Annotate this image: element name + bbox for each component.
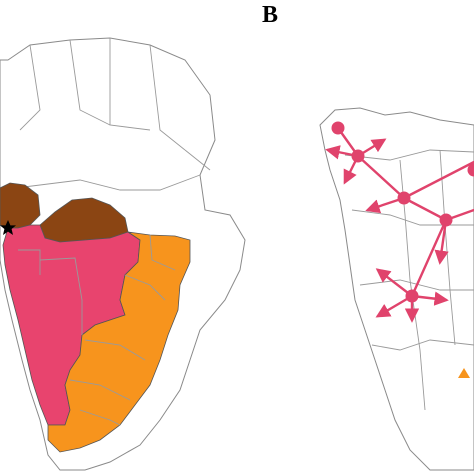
border-north-1 bbox=[19, 44, 41, 131]
region-east-southern-orange bbox=[47, 231, 191, 453]
route-node-n1 bbox=[331, 121, 345, 135]
border-north-2 bbox=[69, 39, 111, 126]
star-icon bbox=[0, 220, 16, 235]
route-n3-east bbox=[402, 160, 474, 200]
border-east-1 bbox=[184, 149, 211, 171]
route-node-n2 bbox=[351, 149, 365, 163]
route-n4-n5 bbox=[410, 218, 448, 298]
border-inner-5 bbox=[18, 249, 41, 275]
route-group bbox=[325, 126, 474, 323]
border-right-1 bbox=[344, 149, 474, 161]
orange-triangle-marker bbox=[458, 368, 470, 378]
border-inner-4 bbox=[69, 379, 131, 401]
africa-outline-right bbox=[319, 107, 474, 471]
border-inner-1 bbox=[39, 257, 83, 335]
route-node-n4 bbox=[439, 213, 453, 227]
border-inner-7 bbox=[79, 409, 121, 426]
route-n3-n4 bbox=[402, 196, 448, 222]
route-n2-n3 bbox=[356, 154, 406, 200]
border-north-4 bbox=[149, 44, 186, 151]
route-n4-down bbox=[434, 218, 449, 265]
border-inner-6 bbox=[149, 234, 176, 271]
border-inner-2 bbox=[124, 274, 166, 301]
route-n5-sw bbox=[375, 294, 414, 318]
border-north-3 bbox=[109, 38, 151, 131]
route-n5-west-up bbox=[375, 268, 414, 298]
panel-label-b: B bbox=[262, 2, 279, 28]
border-inner-3 bbox=[84, 339, 146, 361]
route-node-n3 bbox=[397, 191, 411, 205]
route-node-n6 bbox=[467, 163, 474, 177]
border-right-4 bbox=[371, 339, 474, 351]
route-node-n5 bbox=[405, 289, 419, 303]
border-central-1 bbox=[0, 174, 201, 191]
